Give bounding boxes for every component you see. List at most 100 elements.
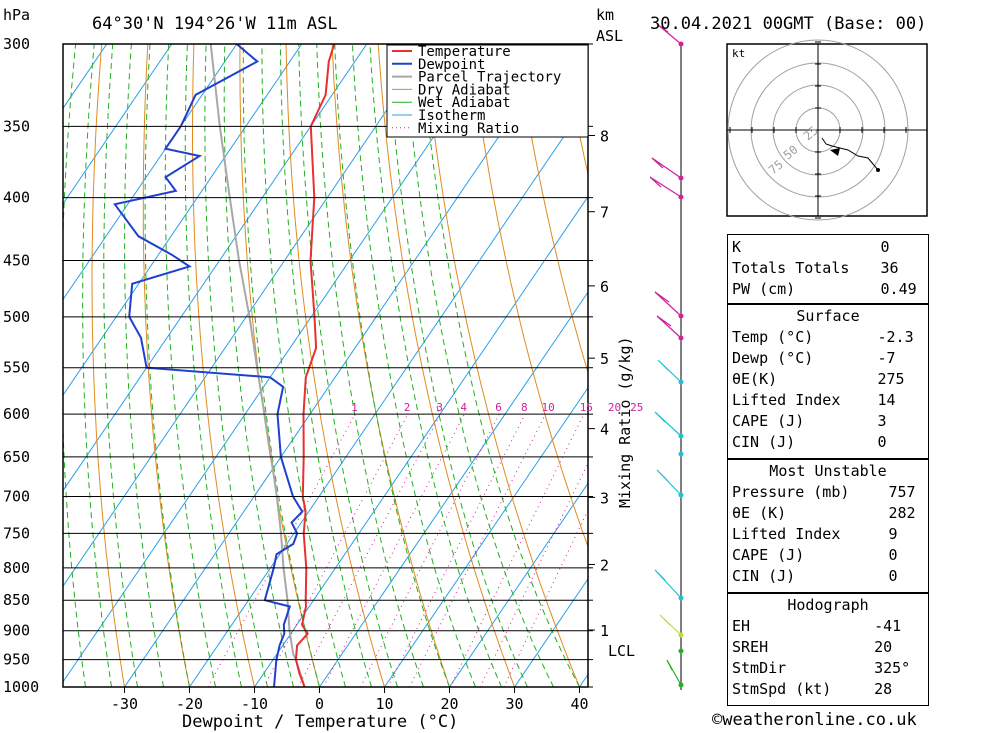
index-label: Lifted Index: [732, 525, 841, 543]
index-label: Lifted Index: [732, 391, 841, 409]
index-value: 14: [877, 391, 896, 409]
isotherm-line: [63, 44, 108, 110]
isotherm-line: [63, 44, 238, 301]
index-row: Temp (°C) -2.3: [728, 327, 928, 348]
pressure-tick-label: 350: [3, 117, 30, 135]
index-row: PW (cm) 0.49: [728, 279, 928, 300]
index-value: 9: [888, 525, 898, 543]
temperature-tick-label: 30: [505, 695, 523, 713]
index-value: -41: [874, 617, 902, 635]
index-label: StmSpd (kt): [732, 680, 832, 698]
index-label: θE (K): [732, 504, 787, 522]
wet-adiabat-line: [369, 44, 502, 687]
plot-frame: [62, 43, 589, 688]
temperature-tick-label: -10: [241, 695, 268, 713]
dry-adiabat-line: [91, 44, 126, 687]
general-indices-table: K 0 Totals Totals 36 PW (cm) 0.49: [728, 237, 928, 300]
wet-adiabat-line: [223, 44, 294, 687]
parcel-trajectory-line: [209, 44, 306, 687]
index-value: 0.49: [880, 280, 917, 298]
mixing-ratio-tick-label: 2: [404, 401, 411, 414]
mixing-ratio-tick-label: 1: [351, 401, 358, 414]
hodograph-indices-box: Hodograph EH -41 SREH 20 StmDir 325° StmSpd (kt…: [727, 592, 929, 706]
hodograph-unit: kt: [732, 47, 745, 60]
km-tick-label: 8: [600, 127, 609, 145]
isotherm-line: [63, 44, 368, 492]
index-label: K: [732, 238, 742, 256]
wet-adiabat-line: [124, 44, 164, 687]
index-row: Dewp (°C) -7: [728, 348, 928, 369]
km-tick-label: 6: [600, 278, 609, 296]
isotherm-line: [253, 195, 588, 687]
wet-adiabat-line: [184, 44, 242, 687]
dry-adiabat-line: [142, 44, 191, 687]
index-section-title: Most Unstable: [769, 462, 887, 480]
legend-entry: Dry Adiabat: [418, 82, 511, 98]
index-value: 282: [888, 504, 916, 522]
km-tick-label: 2: [600, 556, 609, 574]
index-label: EH: [732, 617, 751, 635]
index-value: 0: [888, 567, 898, 585]
index-row: θE (K) 282: [728, 503, 928, 524]
index-label: CIN (J): [732, 567, 796, 585]
km-tick-label: 1: [600, 622, 609, 640]
index-value: 36: [880, 259, 899, 277]
wet-adiabat-line: [144, 44, 190, 687]
mixing-ratio-line: [297, 413, 441, 687]
index-value: 28: [874, 680, 893, 698]
mixing-ratio-tick-label: 3: [436, 401, 443, 414]
index-row: Totals Totals 36: [728, 258, 928, 279]
wind-barb: [656, 23, 682, 45]
wet-adiabat-line: [334, 44, 450, 687]
most-unstable-table: Most Unstable Pressure (mb) 757 θE (K) 282 Li…: [728, 461, 928, 587]
index-value: -7: [877, 349, 896, 367]
hodograph-indices-table: Hodograph EH -41 SREH 20 StmDir 325° StmSpd (kt…: [728, 595, 928, 700]
wind-barb: [656, 315, 682, 339]
index-value: 325°: [874, 659, 911, 677]
index-label: Totals Totals: [732, 259, 850, 277]
index-label: CAPE (J): [732, 412, 805, 430]
isotherm-line: [513, 578, 588, 687]
index-section-title: Surface: [796, 307, 860, 325]
dry-adiabat-line: [515, 44, 588, 375]
wet-adiabat-line: [403, 44, 554, 687]
wind-barb: [649, 176, 682, 198]
wet-adiabat-line: [298, 44, 398, 687]
wet-adiabat-line: [242, 44, 320, 687]
mixing-ratio-tick-label: 8: [521, 401, 528, 414]
wet-adiabat-line: [386, 44, 528, 687]
surface-box: Surface Temp (°C) -2.3 Dewp (°C) -7 θE(K) 275 L…: [727, 303, 929, 460]
datetime-title: 30.04.2021 00GMT (Base: 00): [650, 14, 926, 34]
km-tick-label: 4: [600, 421, 609, 439]
mixing-ratio-tick-label: 25: [630, 401, 643, 414]
temperature-tick-label: -20: [176, 695, 203, 713]
temperature-tick-label: 0: [315, 695, 324, 713]
pressure-tick-label: 550: [3, 359, 30, 377]
wet-adiabat-line: [316, 44, 424, 687]
km-tick-label: 7: [600, 204, 609, 222]
isotherm-line: [448, 482, 588, 687]
index-value: 0: [877, 433, 887, 451]
index-row: CIN (J) 0: [728, 432, 928, 453]
dewpoint-line: [113, 44, 304, 687]
mixing-ratio-tick-label: 6: [495, 401, 502, 414]
x-axis-label: Dewpoint / Temperature (°C): [182, 712, 458, 732]
index-value: 0: [888, 546, 898, 564]
index-row: CIN (J) 0: [728, 566, 928, 587]
hpa-label: hPa: [3, 6, 30, 24]
wet-adiabat-line: [261, 44, 346, 687]
isotherm-line: [63, 44, 173, 205]
isotherm-line: [188, 100, 588, 687]
wind-level-dot: [678, 648, 684, 654]
temperature-tick-label: 10: [375, 695, 393, 713]
index-row: Pressure (mb) 757: [728, 482, 928, 503]
wind-barb: [656, 469, 682, 496]
isotherm-line: [318, 291, 588, 687]
wind-barb: [651, 157, 682, 179]
mixing-ratio-tick-label: 20: [608, 401, 621, 414]
temperature-tick-label: 20: [440, 695, 458, 713]
km-tick-label: 3: [600, 489, 609, 507]
index-label: Dewp (°C): [732, 349, 814, 367]
